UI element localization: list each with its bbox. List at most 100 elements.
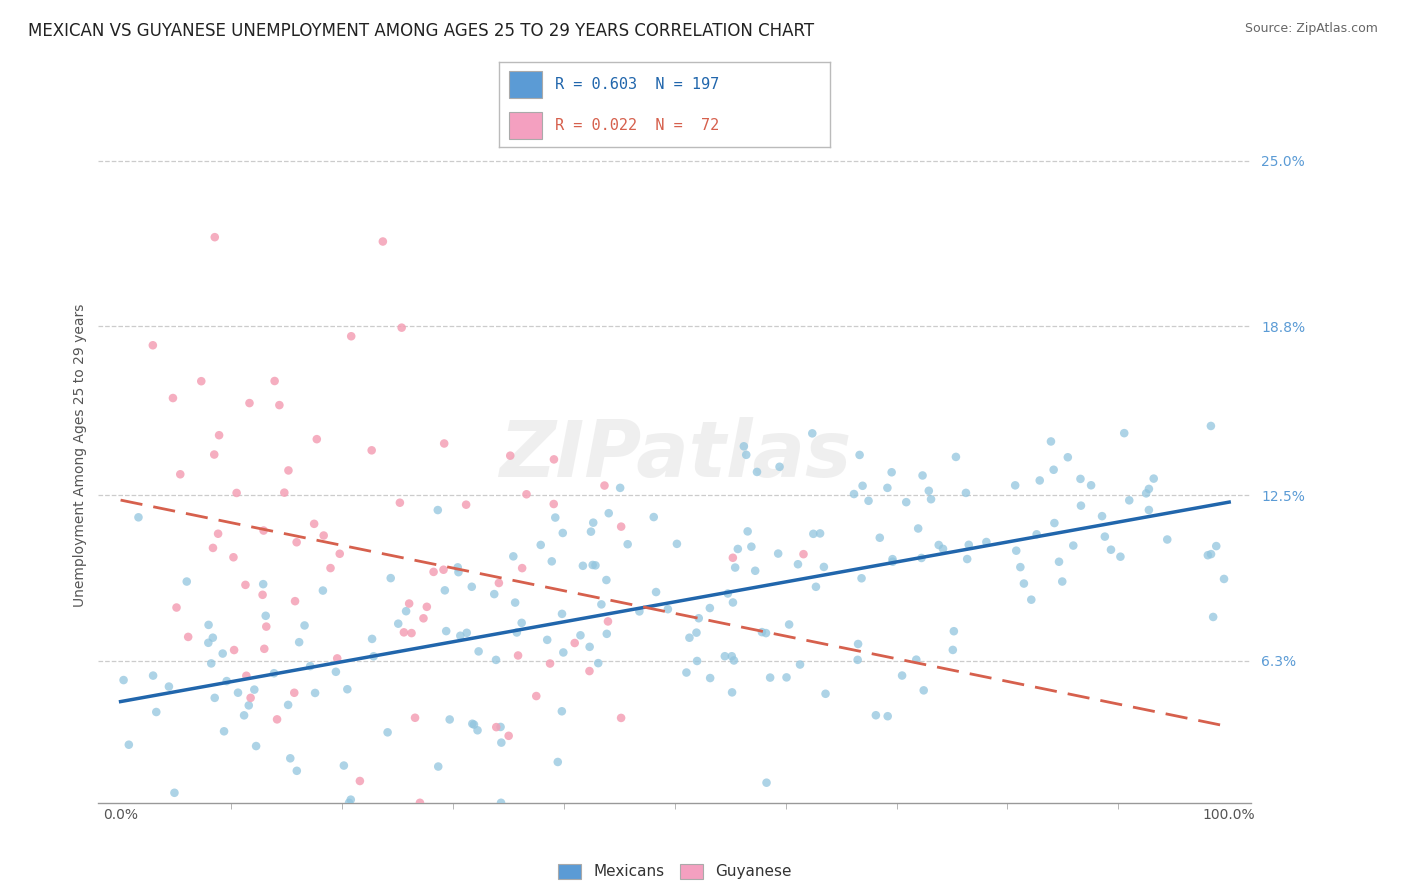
Point xyxy=(433,583,456,598)
Point xyxy=(447,565,470,579)
Point xyxy=(543,452,565,467)
Point xyxy=(510,615,533,630)
Point xyxy=(395,604,418,618)
Point xyxy=(235,578,257,592)
Point xyxy=(918,483,941,498)
Point xyxy=(1091,509,1114,524)
Point xyxy=(377,725,399,739)
Point xyxy=(1056,450,1078,465)
Legend: Mexicans, Guyanese: Mexicans, Guyanese xyxy=(553,857,797,886)
Point xyxy=(163,786,186,800)
Point xyxy=(543,497,565,511)
Point xyxy=(1069,472,1091,486)
Point xyxy=(1099,542,1122,557)
Point xyxy=(846,653,869,667)
Text: R = 0.022  N =  72: R = 0.022 N = 72 xyxy=(555,118,720,133)
Point xyxy=(721,685,744,699)
Point xyxy=(582,558,605,572)
Point xyxy=(142,668,165,682)
Point xyxy=(177,630,200,644)
Point xyxy=(404,711,426,725)
Point xyxy=(891,668,914,682)
Point xyxy=(432,563,454,577)
Point xyxy=(176,574,198,589)
Point xyxy=(467,644,489,658)
Point xyxy=(699,671,721,685)
Point xyxy=(277,698,299,712)
Point xyxy=(976,535,998,549)
Point xyxy=(1012,576,1035,591)
Point xyxy=(391,320,413,334)
Point xyxy=(1199,547,1222,561)
Point xyxy=(1197,548,1219,562)
Point xyxy=(305,432,328,446)
Point xyxy=(434,624,457,639)
Point xyxy=(190,374,212,388)
Point xyxy=(610,711,633,725)
Point xyxy=(239,690,262,705)
FancyBboxPatch shape xyxy=(509,71,543,98)
Point xyxy=(699,601,721,615)
Point xyxy=(387,616,409,631)
Point xyxy=(775,670,797,684)
Point xyxy=(426,503,449,517)
Point xyxy=(499,449,522,463)
Point xyxy=(489,796,512,810)
Point xyxy=(285,764,308,778)
Point xyxy=(202,448,225,462)
Point xyxy=(720,649,742,664)
Point xyxy=(737,524,759,539)
Point xyxy=(197,636,219,650)
Point xyxy=(596,627,619,641)
Point xyxy=(502,549,524,564)
Point xyxy=(685,625,707,640)
Point xyxy=(942,624,965,639)
Point xyxy=(686,654,709,668)
Point xyxy=(201,541,224,555)
Point xyxy=(744,564,766,578)
Point xyxy=(814,687,837,701)
Point xyxy=(285,535,308,549)
Point xyxy=(233,708,256,723)
Point xyxy=(398,597,420,611)
Point xyxy=(804,580,827,594)
Point xyxy=(166,600,188,615)
Point xyxy=(540,554,562,568)
Point xyxy=(204,690,226,705)
Y-axis label: Unemployment Among Ages 25 to 29 years: Unemployment Among Ages 25 to 29 years xyxy=(73,303,87,607)
Point xyxy=(942,643,965,657)
Point xyxy=(1005,543,1028,558)
Point xyxy=(506,648,529,663)
Text: MEXICAN VS GUYANESE UNEMPLOYMENT AMONG AGES 25 TO 29 YEARS CORRELATION CHART: MEXICAN VS GUYANESE UNEMPLOYMENT AMONG A… xyxy=(28,22,814,40)
Point xyxy=(329,547,352,561)
Point xyxy=(721,595,744,609)
Point xyxy=(252,588,274,602)
Point xyxy=(254,619,277,633)
Point xyxy=(957,538,980,552)
Point xyxy=(544,510,567,524)
Point xyxy=(842,487,865,501)
Point xyxy=(920,492,942,507)
Point xyxy=(910,551,932,566)
Point xyxy=(238,396,260,410)
Point xyxy=(326,651,349,665)
Point xyxy=(586,656,609,670)
Point xyxy=(118,738,141,752)
Point xyxy=(721,550,744,565)
Point xyxy=(789,657,811,672)
Point xyxy=(593,478,616,492)
Point xyxy=(932,541,955,556)
Point xyxy=(1052,574,1074,589)
Point xyxy=(1062,539,1084,553)
Point xyxy=(200,657,222,671)
Point xyxy=(1094,530,1116,544)
Point xyxy=(865,708,887,723)
Point xyxy=(1135,486,1157,500)
Point xyxy=(598,506,620,520)
Point xyxy=(595,573,617,587)
Point xyxy=(1070,499,1092,513)
Point xyxy=(1028,474,1050,488)
Point xyxy=(360,443,382,458)
Point xyxy=(945,450,967,464)
Point xyxy=(596,615,619,629)
